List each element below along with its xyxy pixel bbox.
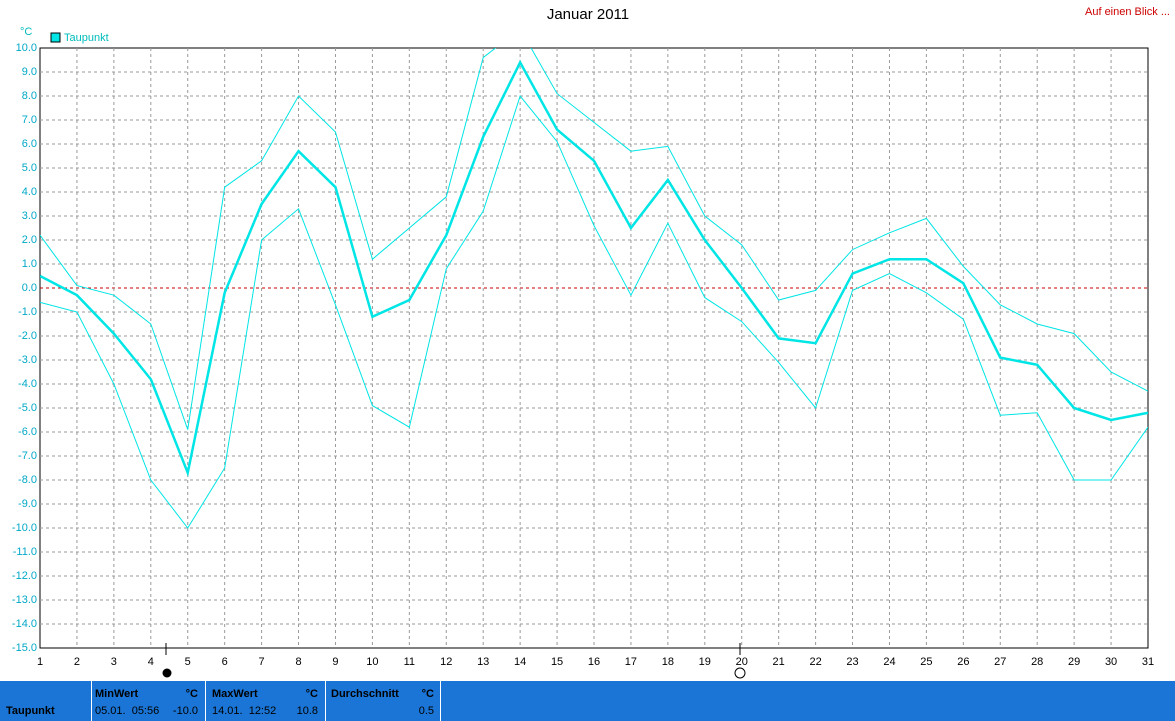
data-layer: 10.0 9.0 8.0 7.0 6.0 5.0 4.0 3.0 2.0 1.0 0.0 -1.0 -2… xyxy=(12,32,1154,668)
summary-bar: Taupunkt MinWert °C 05.01. 05:56 -10.0 M… xyxy=(0,681,1175,721)
x-tick-label: 13 xyxy=(477,656,489,668)
y-tick-label: -8.0 xyxy=(18,474,37,486)
y-tick-label: 9.0 xyxy=(22,66,37,78)
y-tick-label: 5.0 xyxy=(22,162,37,174)
y-tick-label: 2.0 xyxy=(22,234,37,246)
y-tick-label: -6.0 xyxy=(18,426,37,438)
max-value: 10.8 xyxy=(296,705,318,717)
x-tick-label: 18 xyxy=(662,656,674,668)
x-tick-label: 4 xyxy=(148,656,154,668)
y-tick-label: -1.0 xyxy=(18,306,37,318)
y-tick-label: -15.0 xyxy=(12,642,37,654)
x-tick-label: 24 xyxy=(883,656,895,668)
y-tick-label: -5.0 xyxy=(18,402,37,414)
series-line xyxy=(40,48,1148,430)
moon-icon xyxy=(734,667,746,679)
x-tick-label: 8 xyxy=(295,656,301,668)
y-tick-label: 1.0 xyxy=(22,258,37,270)
x-tick-label: 30 xyxy=(1105,656,1117,668)
x-tick-label: 16 xyxy=(588,656,600,668)
x-tick-label: 20 xyxy=(736,656,748,668)
summary-cell: Taupunkt xyxy=(0,681,90,721)
x-tick-label: 31 xyxy=(1142,656,1154,668)
y-tick-label: -11.0 xyxy=(13,546,37,558)
y-tick-label: -4.0 xyxy=(18,378,37,390)
x-tick-label: 9 xyxy=(332,656,338,668)
x-tick-label: 6 xyxy=(222,656,228,668)
chart-title: Januar 2011 xyxy=(547,6,629,23)
summary-label: Taupunkt xyxy=(6,705,55,717)
x-tick-label: 7 xyxy=(259,656,265,668)
series-line xyxy=(40,94,1148,529)
y-tick-label: 7.0 xyxy=(22,114,37,126)
series-line xyxy=(40,59,1148,478)
avg-value: 0.5 xyxy=(418,705,434,717)
min-value: -10.0 xyxy=(172,705,198,717)
overview-link[interactable]: Auf einen Blick ... xyxy=(1085,6,1170,18)
y-unit: °C xyxy=(20,26,32,38)
y-tick-label: -3.0 xyxy=(18,354,37,366)
y-tick-label: -2.0 xyxy=(18,330,37,342)
y-tick-label: 6.0 xyxy=(22,138,37,150)
x-tick-label: 11 xyxy=(404,656,415,668)
x-tick-label: 29 xyxy=(1068,656,1080,668)
x-tick-label: 26 xyxy=(957,656,969,668)
x-tick-label: 17 xyxy=(625,656,637,668)
x-tick-label: 3 xyxy=(111,656,117,668)
summary-cell: MinWert °C 05.01. 05:56 -10.0 xyxy=(91,681,204,721)
min-unit: °C xyxy=(185,688,198,700)
x-tick-label: 27 xyxy=(994,656,1006,668)
x-tick-label: 23 xyxy=(846,656,858,668)
legend-swatch xyxy=(50,32,61,43)
y-tick-label: 3.0 xyxy=(22,210,37,222)
y-tick-label: -7.0 xyxy=(18,450,37,462)
max-unit: °C xyxy=(305,688,318,700)
x-tick-label: 2 xyxy=(74,656,80,668)
avg-title: Durchschnitt xyxy=(331,688,399,700)
min-title: MinWert xyxy=(95,688,139,700)
min-time: 05.01. 05:56 xyxy=(95,705,160,717)
max-title: MaxWert xyxy=(212,688,258,700)
moon-icon xyxy=(162,668,172,678)
x-tick-label: 15 xyxy=(551,656,563,668)
x-tick-label: 21 xyxy=(773,656,785,668)
y-tick-label: -9.0 xyxy=(18,498,37,510)
summary-cell: MaxWert °C 14.01. 12:52 10.8 xyxy=(205,681,324,721)
max-time: 14.01. 12:52 xyxy=(212,705,277,717)
y-tick-label: -10.0 xyxy=(12,522,37,534)
avg-unit: °C xyxy=(421,688,434,700)
chart: Januar 2011 Auf einen Blick ... °C 10.09… xyxy=(12,6,1170,679)
x-tick-label: 22 xyxy=(809,656,821,668)
x-tick-label: 19 xyxy=(699,656,711,668)
y-tick-label: 4.0 xyxy=(22,186,37,198)
y-tick-label: -13.0 xyxy=(12,594,37,606)
y-tick-label: 10.0 xyxy=(16,42,37,54)
y-tick-label: -14.0 xyxy=(12,618,37,630)
legend-label: Taupunkt xyxy=(64,32,109,44)
y-tick-label: -12.0 xyxy=(12,570,37,582)
x-tick-label: 28 xyxy=(1031,656,1043,668)
summary-cell: Durchschnitt °C 0.5 xyxy=(325,681,441,721)
y-tick-label: 0.0 xyxy=(22,282,37,294)
x-tick-label: 10 xyxy=(366,656,378,668)
x-tick-label: 25 xyxy=(920,656,932,668)
x-tick-label: 1 xyxy=(37,656,43,668)
x-tick-label: 12 xyxy=(440,656,452,668)
x-tick-label: 5 xyxy=(185,656,191,668)
x-tick-label: 14 xyxy=(514,656,526,668)
y-tick-label: 8.0 xyxy=(22,90,37,102)
